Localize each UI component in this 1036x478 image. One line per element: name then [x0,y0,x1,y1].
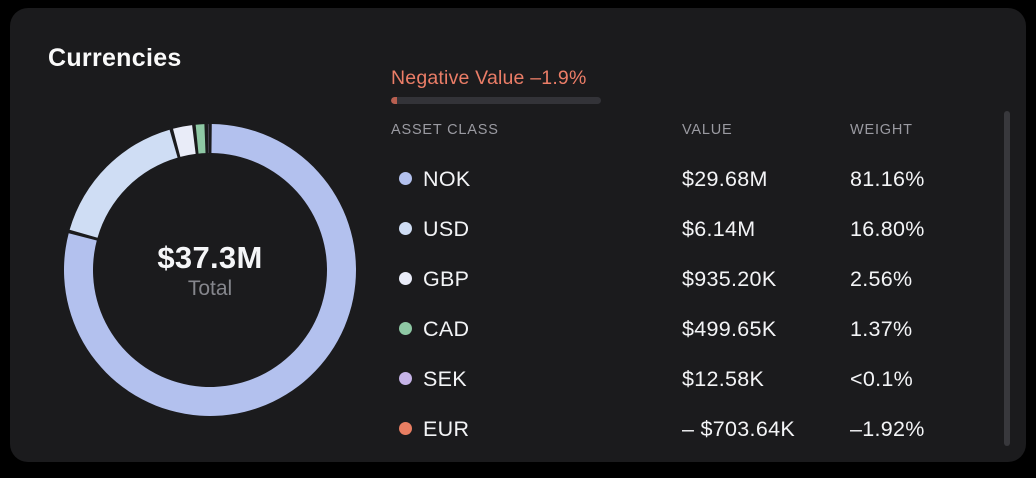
asset-weight: –1.92% [850,417,925,441]
page-title: Currencies [48,44,182,72]
table-row[interactable]: EUR – $703.64K –1.92% [391,404,1004,454]
asset-value: $29.68M [682,167,768,191]
asset-weight: 2.56% [850,267,913,291]
donut-segment-GBP[interactable] [173,125,196,157]
table-header-row: ASSET CLASS VALUE WEIGHT [391,122,1004,140]
legend-dot [399,372,412,385]
asset-label: CAD [423,317,470,341]
asset-weight: 81.16% [850,167,925,191]
table-row[interactable]: NOK $29.68M 81.16% [391,154,1004,204]
legend-dot [399,272,412,285]
donut-segment-CAD[interactable] [195,124,206,154]
legend-dot [399,422,412,435]
header-asset-class: ASSET CLASS [391,122,499,138]
negative-value-bar-fill [391,97,397,104]
table-row[interactable]: SEK $12.58K <0.1% [391,354,1004,404]
asset-weight: 16.80% [850,217,925,241]
donut-segment-USD[interactable] [69,129,178,238]
asset-weight: 1.37% [850,317,913,341]
legend-dot [399,322,412,335]
asset-label: GBP [423,267,470,291]
legend-dot [399,172,412,185]
donut-chart: $37.3M Total [63,123,357,417]
asset-value: $6.14M [682,217,756,241]
asset-value: – $703.64K [682,417,795,441]
asset-value: $935.20K [682,267,777,291]
asset-value: $12.58K [682,367,765,391]
negative-value-bar [391,97,601,104]
table-row[interactable]: CAD $499.65K 1.37% [391,304,1004,354]
table-row[interactable]: USD $6.14M 16.80% [391,204,1004,254]
donut-segment-SEK[interactable] [207,124,209,154]
vertical-scrollbar[interactable] [1004,111,1010,446]
asset-label: EUR [423,417,470,441]
header-value: VALUE [682,122,733,138]
negative-value-label: Negative Value –1.9% [391,67,587,89]
currency-table-body: NOK $29.68M 81.16% USD $6.14M 16.80% GBP $935.2… [391,154,1004,454]
asset-label: NOK [423,167,471,191]
legend-dot [399,222,412,235]
asset-label: SEK [423,367,467,391]
asset-weight: <0.1% [850,367,914,391]
asset-label: USD [423,217,470,241]
header-weight: WEIGHT [850,122,913,138]
currency-panel: Negative Value –1.9% ASSET CLASS VALUE W… [391,67,1004,462]
currencies-card: Currencies $37.3M Total Negative Value –… [10,8,1026,462]
table-row[interactable]: GBP $935.20K 2.56% [391,254,1004,304]
asset-value: $499.65K [682,317,777,341]
donut-svg [63,124,356,416]
